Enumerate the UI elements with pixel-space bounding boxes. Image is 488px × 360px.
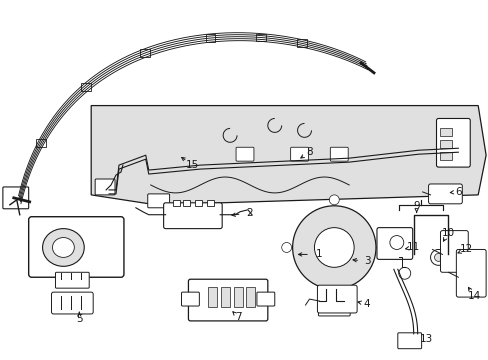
Bar (208, 287, 217, 307)
Text: 12: 12 (459, 244, 472, 255)
Circle shape (389, 235, 403, 249)
FancyBboxPatch shape (51, 292, 93, 314)
Circle shape (434, 253, 442, 261)
Text: 9: 9 (412, 201, 419, 211)
FancyBboxPatch shape (256, 292, 274, 306)
Bar (296, 39, 306, 47)
Text: 10: 10 (441, 228, 454, 238)
Circle shape (292, 206, 375, 289)
FancyBboxPatch shape (55, 272, 89, 288)
FancyBboxPatch shape (440, 231, 468, 272)
FancyBboxPatch shape (330, 147, 347, 161)
Text: 2: 2 (246, 208, 253, 218)
Circle shape (328, 195, 339, 205)
Polygon shape (91, 105, 485, 205)
Text: 4: 4 (363, 299, 369, 309)
Bar (440, 129, 451, 136)
Text: 7: 7 (234, 312, 241, 322)
Bar (221, 287, 230, 307)
FancyBboxPatch shape (3, 187, 29, 209)
FancyBboxPatch shape (397, 333, 421, 349)
Text: 1: 1 (315, 249, 322, 260)
Bar (140, 49, 149, 57)
Ellipse shape (42, 229, 84, 266)
Bar (36, 139, 46, 147)
FancyBboxPatch shape (318, 300, 349, 316)
Bar (195, 200, 202, 206)
Circle shape (429, 249, 446, 265)
Circle shape (398, 267, 410, 279)
FancyBboxPatch shape (147, 194, 169, 208)
FancyBboxPatch shape (29, 217, 123, 277)
Bar (440, 152, 451, 160)
Text: 14: 14 (467, 291, 480, 301)
Bar (81, 83, 91, 91)
Circle shape (314, 228, 353, 267)
Text: 5: 5 (76, 314, 82, 324)
FancyBboxPatch shape (188, 279, 267, 321)
Bar (183, 200, 190, 206)
FancyBboxPatch shape (290, 147, 308, 161)
FancyBboxPatch shape (236, 147, 253, 161)
FancyBboxPatch shape (163, 203, 222, 229)
Bar (256, 33, 265, 41)
FancyBboxPatch shape (181, 292, 199, 306)
FancyBboxPatch shape (317, 285, 356, 313)
Bar (234, 287, 243, 307)
Text: 11: 11 (406, 243, 420, 252)
FancyBboxPatch shape (427, 184, 461, 204)
Bar (172, 200, 179, 206)
Bar (207, 200, 214, 206)
Text: 6: 6 (454, 187, 461, 197)
Ellipse shape (52, 238, 74, 257)
Text: 3: 3 (363, 256, 369, 266)
FancyBboxPatch shape (455, 249, 485, 297)
Circle shape (376, 243, 386, 252)
FancyBboxPatch shape (95, 179, 115, 195)
FancyBboxPatch shape (376, 228, 412, 260)
Bar (245, 287, 254, 307)
Circle shape (328, 290, 339, 300)
Bar (205, 34, 215, 42)
FancyBboxPatch shape (436, 118, 469, 167)
Text: 8: 8 (305, 147, 312, 157)
Text: 13: 13 (419, 334, 432, 344)
Text: 15: 15 (185, 160, 199, 170)
Bar (440, 140, 451, 148)
Circle shape (281, 243, 291, 252)
